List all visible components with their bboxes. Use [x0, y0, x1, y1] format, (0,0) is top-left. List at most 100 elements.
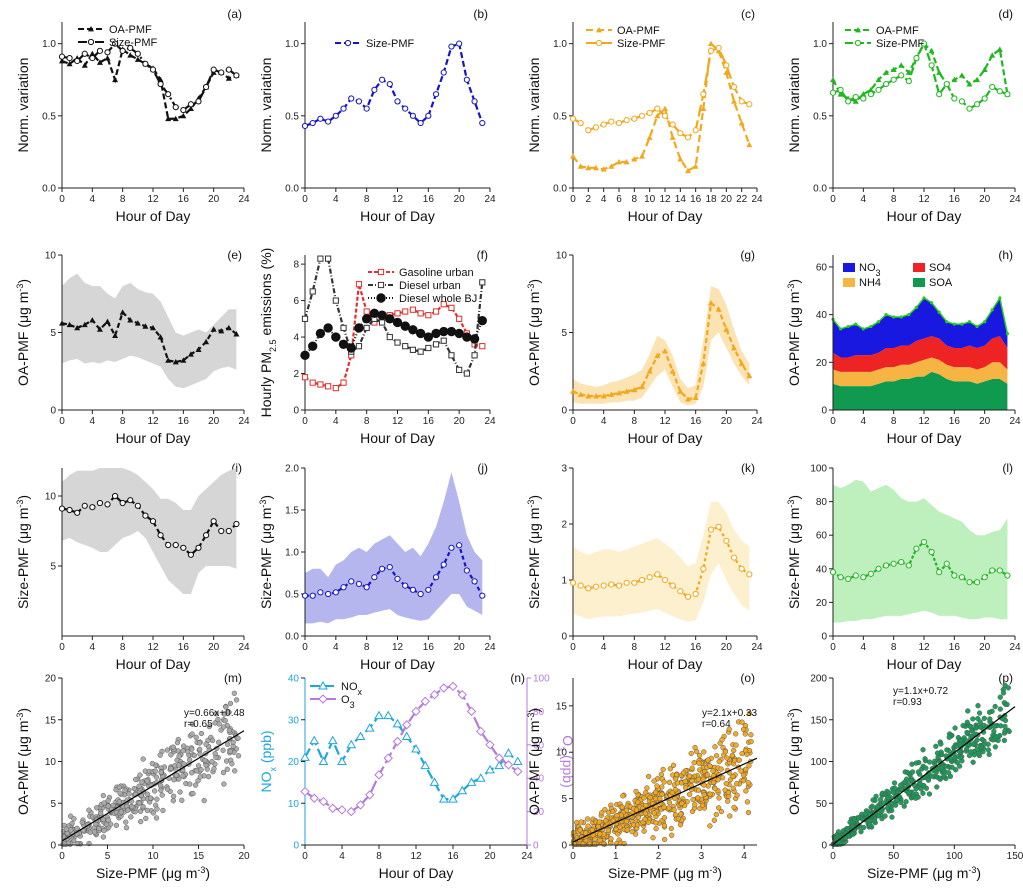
- total-point: [922, 296, 926, 300]
- scatter-point: [986, 751, 992, 758]
- scatter-point: [678, 811, 684, 817]
- x-tick-label: 8: [364, 642, 370, 653]
- scatter-point: [690, 796, 696, 803]
- data-point: [355, 580, 363, 588]
- scatter-point: [742, 748, 749, 754]
- stacked-area: [833, 336, 1008, 372]
- scatter-point: [174, 739, 181, 746]
- data-point: [479, 592, 486, 599]
- x-tick-label: 4: [861, 194, 867, 205]
- data-point: [471, 578, 478, 585]
- y-tick-label: 40: [816, 564, 828, 575]
- scatter-point: [997, 706, 1003, 712]
- data-point: [210, 518, 217, 525]
- x-tick-label: 24: [238, 194, 250, 205]
- scatter-point: [902, 779, 908, 785]
- scatter-point: [952, 725, 958, 731]
- scatter-point: [733, 731, 739, 737]
- legend-label: Size-PMF: [617, 38, 666, 50]
- data-point: [677, 130, 684, 137]
- data-point: [300, 786, 310, 797]
- x-tick-label: 0: [59, 642, 65, 653]
- x-tick-label: 4: [90, 416, 96, 427]
- x-tick-label: 2: [586, 194, 592, 205]
- x-tick-label: 12: [410, 851, 422, 862]
- y-axis-label: OA-PMF (μg m-3​): [786, 708, 802, 815]
- data-point: [913, 54, 920, 62]
- y-axis-label: Norm. variation: [786, 58, 802, 153]
- x-axis-label: Hour of Day: [887, 430, 962, 446]
- scatter-point: [610, 808, 616, 815]
- data-point: [631, 386, 638, 393]
- data-point: [165, 357, 172, 363]
- x-tick-label: 16: [949, 194, 961, 205]
- x-tick-label: 12: [392, 194, 404, 205]
- fit-line: [572, 757, 758, 843]
- scatter-point: [158, 787, 164, 793]
- x-tick-label: 24: [1009, 642, 1021, 653]
- data-point: [432, 574, 440, 581]
- data-point: [233, 72, 240, 79]
- data-point: [218, 527, 225, 535]
- x-tick-label: 8: [891, 194, 897, 205]
- scatter-point: [189, 721, 196, 727]
- data-point: [440, 301, 447, 308]
- scatter-point: [725, 789, 732, 796]
- data-point: [301, 122, 309, 130]
- stacked-area: [833, 357, 1008, 387]
- scatter-point: [129, 804, 135, 810]
- data-point: [172, 115, 179, 122]
- x-tick-label: 4: [741, 851, 747, 862]
- scatter-point: [666, 805, 672, 811]
- scatter-point: [220, 747, 226, 753]
- x-tick-label: 4: [333, 642, 339, 653]
- right-axis-label: O3​ (ppb): [556, 735, 576, 787]
- scatter-point: [577, 827, 583, 833]
- data-point: [301, 592, 309, 599]
- data-point: [631, 156, 638, 162]
- x-tick-label: 4: [90, 194, 96, 205]
- data-point: [867, 86, 874, 93]
- scatter-point: [968, 749, 974, 755]
- y-tick-label: 0.5: [42, 111, 56, 122]
- x-tick-label: 20: [454, 642, 466, 653]
- data-point: [746, 101, 753, 108]
- scatter-point: [585, 823, 591, 829]
- data-point: [608, 163, 615, 169]
- y-axis-label: Size-PMF (μg m-3​): [526, 495, 542, 609]
- legend-label: Diesel whole BJ: [399, 293, 477, 305]
- scatter-point: [850, 831, 856, 837]
- x-tick-label: 24: [484, 194, 496, 205]
- panel-label: (l): [1002, 461, 1013, 475]
- data-point: [837, 574, 844, 581]
- panel-label: (f): [477, 248, 488, 262]
- data-point: [210, 66, 217, 73]
- scatter-point: [177, 789, 183, 795]
- y-tick-label: 0.0: [553, 184, 567, 195]
- scatter-point: [695, 787, 702, 793]
- y-tick-label: 2: [293, 369, 299, 380]
- x-axis-label: Hour of Day: [379, 865, 454, 881]
- x-axis-label: Hour of Day: [628, 656, 703, 672]
- data-point: [996, 88, 1003, 95]
- data-point: [981, 66, 988, 73]
- total-point: [952, 322, 956, 326]
- x-tick-label: 24: [484, 642, 496, 653]
- scatter-point: [851, 816, 858, 822]
- scatter-point: [133, 776, 139, 783]
- data-point: [471, 352, 478, 359]
- scatter-point: [891, 780, 898, 786]
- scatter-point: [195, 778, 201, 784]
- data-point: [59, 57, 65, 64]
- scatter-point: [223, 704, 229, 710]
- y-axis-label: OA-PMF (μg m-3​): [15, 708, 31, 815]
- x-tick-label: 24: [751, 194, 763, 205]
- data-point: [943, 560, 950, 567]
- data-point: [569, 579, 577, 586]
- scatter-point: [580, 841, 586, 847]
- scatter-point: [898, 782, 904, 788]
- series-line: [61, 47, 237, 120]
- scatter-point: [221, 781, 227, 787]
- scatter-point: [136, 800, 142, 806]
- x-tick-label: 8: [120, 642, 126, 653]
